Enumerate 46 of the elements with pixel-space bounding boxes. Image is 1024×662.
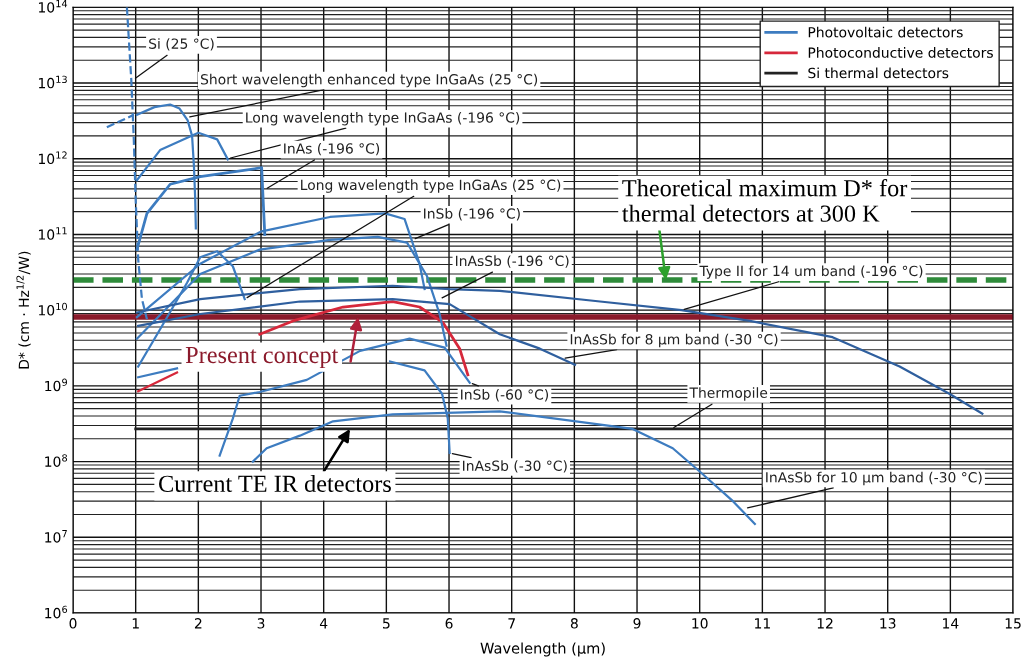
annotation: InAsSb for 8 µm band (-30 °C) xyxy=(570,333,778,348)
annotation: Long wavelength type InGaAs (25 °C) xyxy=(301,179,561,193)
y-tick-label: 10$^{6}$ xyxy=(45,605,68,619)
x-tick-label: 6 xyxy=(445,618,453,629)
annotation: Si (25 °C) xyxy=(149,38,214,51)
x-tick-label: 12 xyxy=(817,618,833,629)
x-tick-label: 0 xyxy=(69,618,77,629)
x-tick-label: 5 xyxy=(383,618,390,629)
y-tick-label: 10$^{12}$ xyxy=(38,151,67,165)
annotation: InAs (-196 °C) xyxy=(284,142,380,156)
y-tick-label: 10$^{10}$ xyxy=(38,302,67,316)
annotation: Short wavelength enhanced type InGaAs (25 °C) xyxy=(200,73,538,88)
x-tick-label: 9 xyxy=(633,618,641,629)
x-tick-label: 15 xyxy=(1005,618,1021,629)
y-tick-label: 10$^{14}$ xyxy=(38,0,68,13)
x-tick-label: 7 xyxy=(508,618,515,629)
y-tick-label: 10$^{9}$ xyxy=(45,378,68,392)
x-tick-label: 8 xyxy=(570,618,578,629)
annotation: Theoretical maximum D* for thermal detectors at 300 K xyxy=(622,179,908,222)
annotation: Current TE IR detectors xyxy=(159,474,391,492)
x-tick-label: 4 xyxy=(319,618,328,629)
x-tick-label: 2 xyxy=(194,618,202,629)
y-tick-label: 10$^{11}$ xyxy=(38,227,67,240)
annotation: InSb (-60 °C) xyxy=(461,389,549,402)
x-tick-label: 1 xyxy=(132,618,139,629)
annotation: Long wavelength type InGaAs (-196 °C) xyxy=(246,111,520,126)
legend-label: Si thermal detectors xyxy=(808,67,949,79)
x-tick-label: 13 xyxy=(880,618,896,629)
y-tick-label: 10$^{8}$ xyxy=(45,454,68,467)
annotation: Thermopile xyxy=(689,387,768,401)
x-tick-label: 11 xyxy=(755,618,770,629)
annotation: Type II for 14 um band (-196 °C) xyxy=(699,265,923,279)
x-tick-label: 3 xyxy=(257,618,265,629)
annotation: InSb (-196 °C) xyxy=(424,208,520,221)
annotation: InAsSb (-196 °C) xyxy=(455,255,569,268)
x-tick-label: 14 xyxy=(943,618,959,629)
annotation: InAsSb (-30 °C) xyxy=(463,460,567,473)
y-tick-label: 10$^{13}$ xyxy=(38,75,67,89)
annotation: InAsSb for 10 µm band (-30 °C) xyxy=(766,471,982,486)
x-tick-label: 10 xyxy=(692,618,708,629)
annotation: Present concept xyxy=(185,347,339,369)
y-axis-title: D* (cm · Hz$^{1/2}$/W) xyxy=(16,251,31,369)
legend-label: Photovoltaic detectors xyxy=(808,26,963,38)
legend-label: Photoconductive detectors xyxy=(808,47,993,58)
y-tick-label: 10$^{7}$ xyxy=(45,530,67,543)
x-axis-title: Wavelength (µm) xyxy=(480,642,605,657)
